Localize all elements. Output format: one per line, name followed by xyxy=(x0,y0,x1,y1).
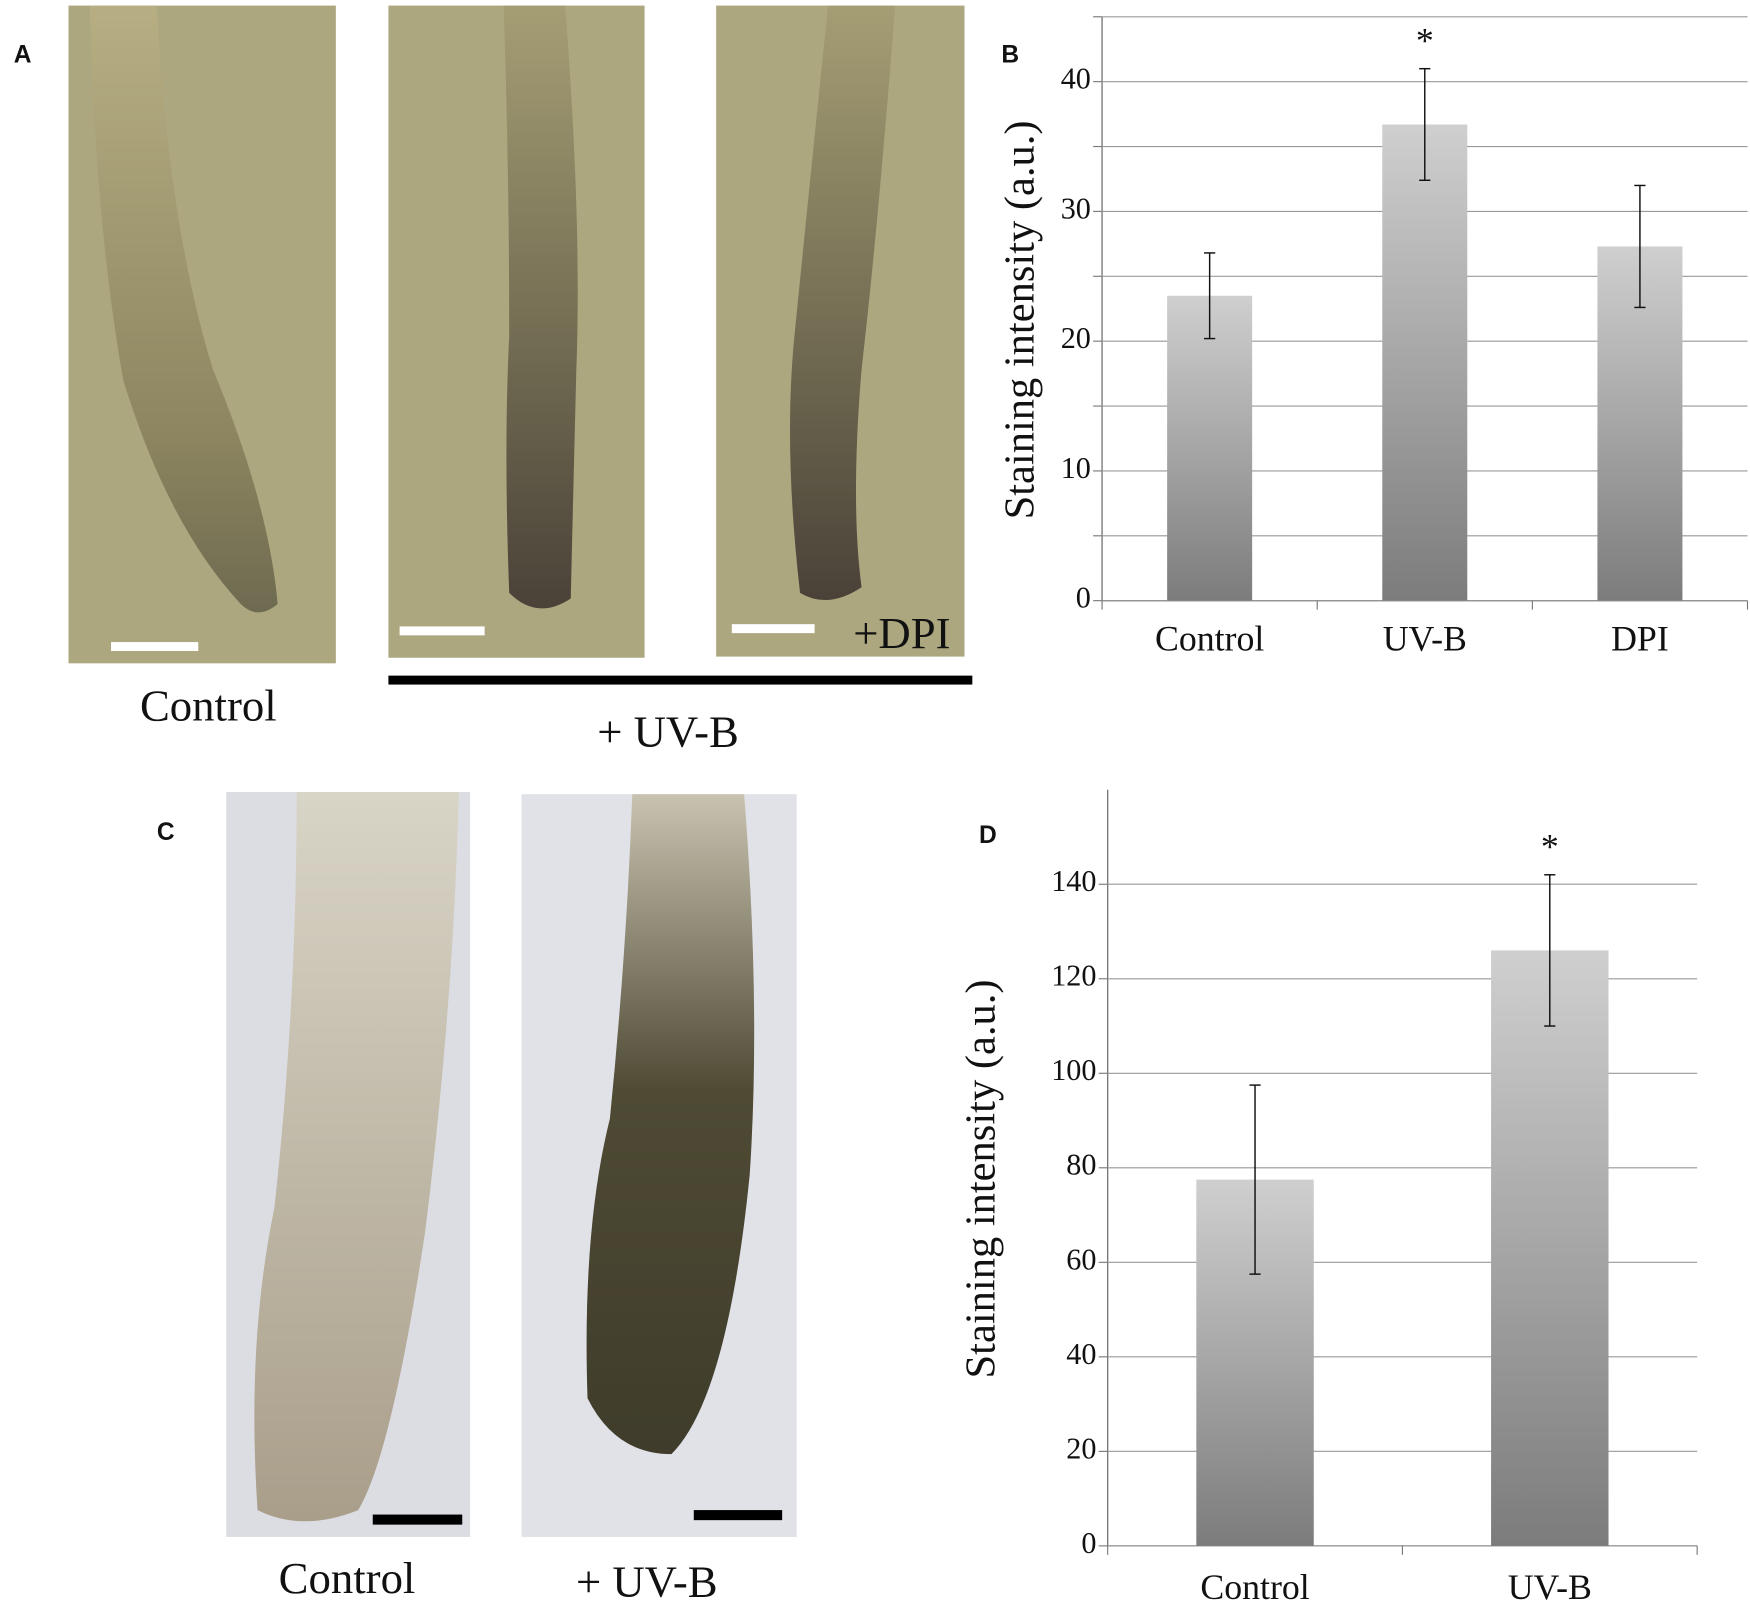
photo-label: +DPI xyxy=(853,608,950,658)
y-tick-label: 10 xyxy=(1061,451,1091,485)
photo-c-uvb xyxy=(521,794,797,1537)
photo-label: Control xyxy=(279,1553,416,1603)
y-tick-label: 40 xyxy=(1061,62,1091,96)
bar xyxy=(1382,124,1468,601)
y-tick-label: 0 xyxy=(1081,1526,1096,1560)
y-axis-label: Staining intensity (a.u.) xyxy=(957,979,1004,1378)
x-tick-label: DPI xyxy=(1611,618,1669,658)
bar xyxy=(1491,950,1609,1546)
y-axis-label: Staining intensity (a.u.) xyxy=(997,120,1044,519)
photo-label: Control xyxy=(140,681,277,731)
panel-letter: A xyxy=(14,41,32,68)
photo-label: + UV-B xyxy=(597,706,739,756)
group-bar xyxy=(388,675,973,685)
y-tick-label: 0 xyxy=(1076,581,1091,615)
annotation: * xyxy=(1541,826,1559,866)
y-tick-label: 30 xyxy=(1061,191,1091,225)
panel-letter: B xyxy=(1001,41,1019,68)
x-tick-label: Control xyxy=(1155,618,1264,658)
bar xyxy=(1167,295,1253,601)
y-tick-label: 80 xyxy=(1066,1148,1096,1182)
y-tick-label: 140 xyxy=(1051,864,1096,898)
panel-letter: D xyxy=(979,822,997,849)
y-tick-label: 40 xyxy=(1066,1337,1096,1371)
y-tick-label: 20 xyxy=(1066,1431,1096,1465)
y-tick-label: 120 xyxy=(1051,959,1096,993)
y-tick-label: 20 xyxy=(1061,321,1091,355)
panel-letter: C xyxy=(157,819,175,846)
photo-a-dpi xyxy=(716,5,965,657)
x-tick-label: Control xyxy=(1200,1567,1309,1607)
y-tick-label: 100 xyxy=(1051,1053,1096,1087)
annotation: * xyxy=(1416,20,1434,60)
x-tick-label: UV-B xyxy=(1508,1567,1592,1607)
photo-label: + UV-B xyxy=(576,1556,718,1606)
y-tick-label: 60 xyxy=(1066,1242,1096,1276)
x-tick-label: UV-B xyxy=(1383,618,1467,658)
photo-a-uvb xyxy=(388,5,645,658)
photo-c-control xyxy=(226,791,471,1537)
photo-a-control xyxy=(68,5,336,664)
